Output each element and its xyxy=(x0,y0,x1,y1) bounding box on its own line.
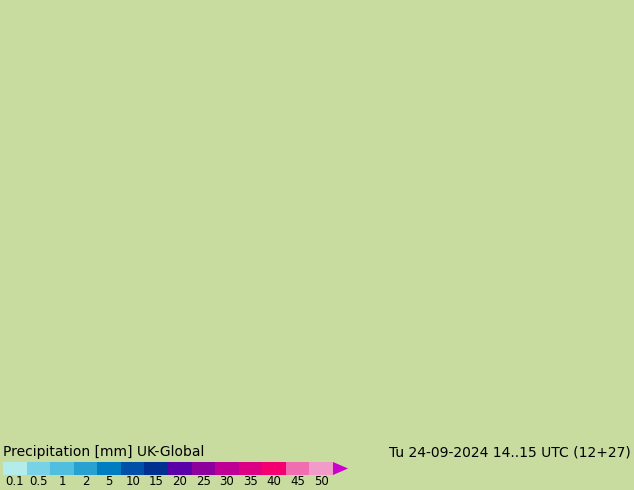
Bar xyxy=(27,462,50,475)
Bar xyxy=(309,462,333,475)
Text: 20: 20 xyxy=(172,474,187,488)
Text: Tu 24-09-2024 14..15 UTC (12+27): Tu 24-09-2024 14..15 UTC (12+27) xyxy=(389,445,631,459)
Text: 0.1: 0.1 xyxy=(6,474,24,488)
Bar xyxy=(3,462,27,475)
Bar xyxy=(74,462,97,475)
Bar xyxy=(239,462,262,475)
Text: 15: 15 xyxy=(149,474,164,488)
Text: 25: 25 xyxy=(196,474,210,488)
Bar xyxy=(286,462,309,475)
Polygon shape xyxy=(333,462,348,475)
Text: Precipitation [mm] UK-Global: Precipitation [mm] UK-Global xyxy=(3,445,204,459)
Text: 0.5: 0.5 xyxy=(29,474,48,488)
Text: 10: 10 xyxy=(125,474,140,488)
Text: 45: 45 xyxy=(290,474,305,488)
Bar xyxy=(50,462,74,475)
Text: 40: 40 xyxy=(267,474,281,488)
Bar xyxy=(262,462,286,475)
Bar xyxy=(215,462,239,475)
Text: 1: 1 xyxy=(58,474,66,488)
Text: 2: 2 xyxy=(82,474,89,488)
Text: 30: 30 xyxy=(219,474,235,488)
Bar xyxy=(97,462,121,475)
Text: 50: 50 xyxy=(314,474,328,488)
Bar xyxy=(191,462,215,475)
Bar xyxy=(168,462,191,475)
Bar xyxy=(145,462,168,475)
Bar xyxy=(121,462,145,475)
Text: 5: 5 xyxy=(105,474,113,488)
Text: 35: 35 xyxy=(243,474,258,488)
